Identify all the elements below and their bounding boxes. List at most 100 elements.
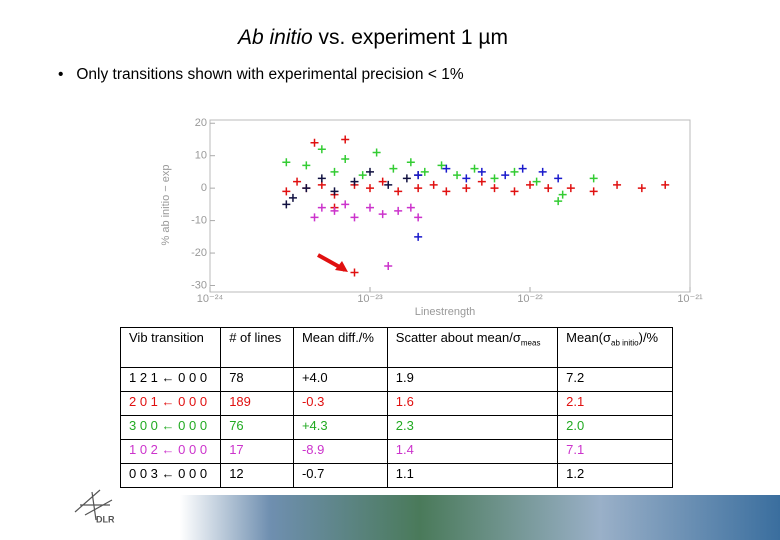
y-tick-label: -30 [191, 279, 207, 291]
point [402, 174, 411, 183]
cell: 1.1 [386, 463, 559, 488]
point [341, 154, 350, 163]
bullet: • Only transitions shown with experiment… [58, 66, 464, 83]
point [330, 187, 339, 196]
point [518, 164, 527, 173]
dlr-logo [74, 489, 113, 521]
point [510, 167, 519, 176]
point [406, 203, 415, 212]
point [330, 206, 339, 215]
point [350, 268, 359, 277]
cell: 1 2 1 ← 0 0 0 [119, 367, 222, 392]
point [414, 213, 423, 222]
cell: 78 [220, 367, 294, 392]
table: Vib transition # of lines Mean diff./% Scat… [119, 327, 673, 488]
point [538, 167, 547, 176]
x-tick-label: 10⁻²³ [357, 293, 383, 305]
arrow-head [335, 261, 348, 272]
point [310, 138, 319, 147]
cell: 3 0 0 ← 0 0 0 [119, 415, 222, 440]
cell: +4.0 [292, 367, 388, 392]
header-main: Scatter about mean/σ [395, 330, 521, 345]
header-tail: )/% [638, 330, 659, 345]
row: 1 2 1 ← 0 0 0 78 +4.0 1.9 7.2 [119, 367, 673, 392]
point [414, 184, 423, 193]
cell: 0 0 3 ← 0 0 0 [119, 463, 222, 488]
cell: 7.1 [557, 439, 673, 464]
point [442, 164, 451, 173]
point [317, 174, 326, 183]
x-axis-label: Linestrength [415, 306, 476, 318]
point [406, 158, 415, 167]
y-tick-label: -20 [191, 247, 207, 259]
point [317, 203, 326, 212]
bullet-text: Only transitions shown with experimental… [76, 66, 464, 83]
point [302, 161, 311, 170]
y-tick-label: 20 [195, 117, 207, 129]
cell: +4.3 [292, 415, 388, 440]
point [429, 180, 438, 189]
row: 2 0 1 ← 0 0 0 189 -0.3 1.6 2.1 [119, 391, 673, 416]
cell: -0.3 [292, 391, 388, 416]
header-sub: meas [520, 338, 541, 348]
cell: 12 [220, 463, 294, 488]
cell: 1.6 [386, 391, 559, 416]
point [384, 262, 393, 271]
header-sub: ab initio [611, 338, 639, 348]
header-cell: Vib transition [119, 327, 222, 368]
y-tick-label: 10 [195, 150, 207, 162]
point [477, 177, 486, 186]
point [554, 197, 563, 206]
row: 1 0 2 ← 0 0 0 17 -8.9 1.4 7.1 [119, 439, 673, 464]
x-tick-label: 10⁻²² [517, 293, 543, 305]
point [358, 171, 367, 180]
title: Ab initio vs. experiment 1 µm [0, 26, 746, 50]
point [420, 167, 429, 176]
plot-frame [209, 119, 691, 293]
point [372, 148, 381, 157]
point [589, 174, 598, 183]
header-main: Mean(σ [566, 330, 612, 345]
point [384, 180, 393, 189]
x-tick-label: 10⁻²⁴ [197, 293, 224, 305]
row: 3 0 0 ← 0 0 0 76 +4.3 2.3 2.0 [119, 415, 673, 440]
cell: 189 [220, 391, 294, 416]
point [613, 180, 622, 189]
point [470, 164, 479, 173]
point [532, 177, 541, 186]
cell: 1.2 [557, 463, 673, 488]
point [378, 177, 387, 186]
point [462, 184, 471, 193]
point [341, 200, 350, 209]
header-cell: # of lines [220, 327, 294, 368]
point [414, 171, 423, 180]
banner [180, 495, 780, 540]
point [661, 180, 670, 189]
point [414, 232, 423, 241]
point [282, 200, 291, 209]
point [462, 174, 471, 183]
title-rest: vs. experiment 1 µm [312, 26, 509, 49]
point [554, 174, 563, 183]
header-cell: Scatter about mean/σmeas [386, 327, 559, 368]
cell: 7.2 [557, 367, 673, 392]
cell: -0.7 [292, 463, 388, 488]
cell: 76 [220, 415, 294, 440]
cell: 17 [220, 439, 294, 464]
point [389, 164, 398, 173]
point [366, 203, 374, 212]
header-row: Vib transition # of lines Mean diff./% Scat… [119, 327, 673, 368]
y-tick-label: -10 [191, 215, 207, 227]
title-italic: Ab initio [237, 26, 313, 49]
point [477, 167, 486, 176]
point [282, 158, 291, 167]
point [442, 187, 451, 196]
point [293, 177, 302, 186]
point [544, 184, 553, 193]
cell: 2.3 [386, 415, 559, 440]
point [330, 167, 339, 176]
point [350, 213, 359, 222]
point [317, 145, 326, 154]
point [453, 171, 462, 180]
